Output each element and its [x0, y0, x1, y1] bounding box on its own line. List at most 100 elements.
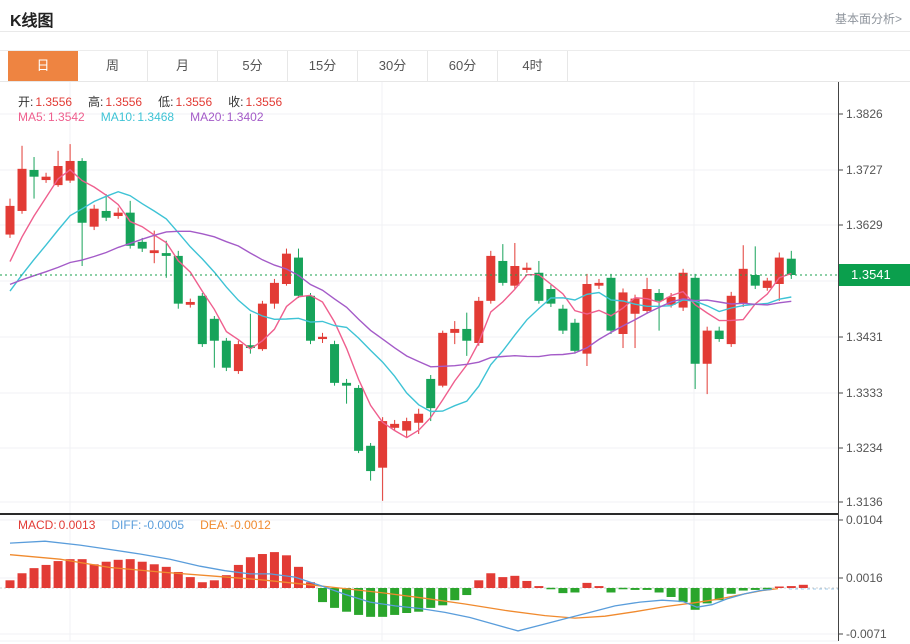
candle-body	[582, 283, 592, 354]
macd-bar	[257, 554, 267, 588]
macd-bar	[378, 588, 388, 617]
panel-separator	[0, 513, 838, 515]
candle-body	[77, 160, 87, 223]
period-tabbar: 日周月 5分 15分 30分 60分 4时	[0, 50, 910, 82]
macd-bar	[762, 587, 772, 590]
axis-label: 1.3136	[846, 495, 883, 509]
candle-body	[462, 328, 472, 341]
candle-body	[173, 255, 183, 304]
candle-body	[269, 282, 279, 304]
candle-body	[486, 255, 496, 301]
macd-bar	[474, 580, 484, 588]
candle-body	[750, 275, 760, 286]
candle-body	[137, 241, 147, 249]
macd-bar	[690, 588, 700, 610]
macd-bar	[233, 564, 243, 588]
tab-15min[interactable]: 15分	[288, 51, 358, 81]
candle-body	[354, 387, 364, 451]
candle-body	[402, 421, 412, 431]
macd-bar	[522, 580, 532, 588]
tab-month[interactable]: 月	[148, 51, 218, 81]
macd-bar	[486, 573, 496, 588]
period-tabs: 日周月 5分 15分 30分 60分 4时	[8, 51, 568, 81]
macd-bar	[546, 587, 556, 590]
tab-4hour[interactable]: 4时	[498, 51, 568, 81]
axis-label: 0.0104	[846, 513, 883, 527]
macd-bar	[654, 588, 664, 593]
macd-bar	[642, 588, 652, 590]
tab-day[interactable]: 日	[8, 51, 78, 81]
macd-bar	[390, 588, 400, 615]
candle-body	[113, 212, 123, 217]
macd-bar	[89, 564, 99, 588]
macd-bar	[450, 588, 460, 601]
candle-body	[510, 266, 520, 286]
macd-bar	[414, 588, 424, 612]
candle-body	[426, 378, 436, 409]
macd-bar	[594, 586, 604, 588]
macd-bar	[426, 588, 436, 608]
macd-bar	[17, 573, 27, 588]
candle-body	[738, 268, 748, 304]
macd-bar	[618, 587, 628, 590]
candle-body	[414, 413, 424, 423]
macd-bar	[330, 588, 340, 608]
candle-body	[5, 205, 15, 235]
tab-5min[interactable]: 5分	[218, 51, 288, 81]
candle-body	[606, 277, 616, 331]
macd-bar	[402, 588, 412, 613]
candle-body	[558, 308, 568, 331]
candle-body	[618, 292, 628, 334]
candle-body	[197, 295, 207, 345]
candle-body	[161, 253, 171, 256]
candle-body	[534, 272, 544, 301]
candle-body	[101, 210, 111, 218]
macd-bar	[101, 561, 111, 588]
candle-body	[65, 160, 75, 181]
macd-bar	[666, 588, 676, 597]
macd-bar	[726, 588, 736, 594]
macd-bar	[197, 582, 207, 588]
candle-body	[221, 340, 231, 368]
candle-body	[714, 330, 724, 340]
macd-bar	[498, 577, 508, 588]
axis-label: 1.3234	[846, 441, 883, 455]
candle-body	[786, 258, 796, 275]
candle-body	[594, 282, 604, 286]
candle-body	[306, 295, 315, 341]
candle-body	[257, 303, 267, 350]
candle-body	[774, 257, 784, 284]
ma5-line	[9, 168, 792, 439]
tab-60min[interactable]: 60分	[428, 51, 498, 81]
candle-body	[546, 289, 556, 304]
macd-bar	[738, 588, 748, 591]
macd-bar	[354, 588, 364, 615]
tab-week[interactable]: 周	[78, 51, 148, 81]
macd-bar	[125, 559, 135, 588]
candle-body	[17, 168, 27, 211]
candle-body	[522, 267, 532, 270]
axis-label: -0.0071	[846, 627, 887, 641]
candle-body	[209, 318, 219, 341]
candle-body	[318, 336, 328, 340]
macd-bar	[702, 588, 712, 604]
fundamental-analysis-link[interactable]: 基本面分析>	[834, 12, 902, 26]
macd-bar	[221, 575, 231, 588]
dea-line	[9, 554, 779, 619]
macd-bar	[161, 566, 171, 588]
page-title: K线图	[10, 13, 54, 30]
candle-body	[678, 272, 688, 308]
candle-body	[233, 344, 243, 372]
candle-body	[185, 301, 195, 305]
macd-bar	[245, 557, 255, 588]
macd-bar	[678, 588, 688, 603]
macd-bar	[173, 571, 183, 588]
tab-30min[interactable]: 30分	[358, 51, 428, 81]
macd-bar	[570, 588, 580, 593]
macd-bar	[185, 577, 195, 588]
candle-body	[762, 280, 772, 288]
macd-bar	[318, 588, 328, 603]
macd-bar	[5, 580, 15, 588]
